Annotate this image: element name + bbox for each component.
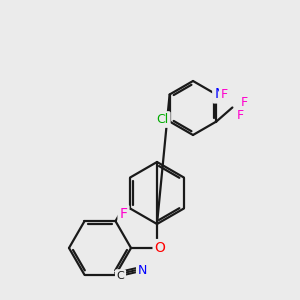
Text: N: N [138, 264, 147, 277]
Text: Cl: Cl [157, 113, 169, 126]
Text: F: F [237, 109, 244, 122]
Text: C: C [117, 271, 124, 281]
Text: N: N [214, 88, 225, 101]
Text: F: F [241, 96, 248, 109]
Text: F: F [119, 207, 128, 221]
Text: F: F [221, 88, 228, 101]
Text: O: O [154, 241, 165, 255]
